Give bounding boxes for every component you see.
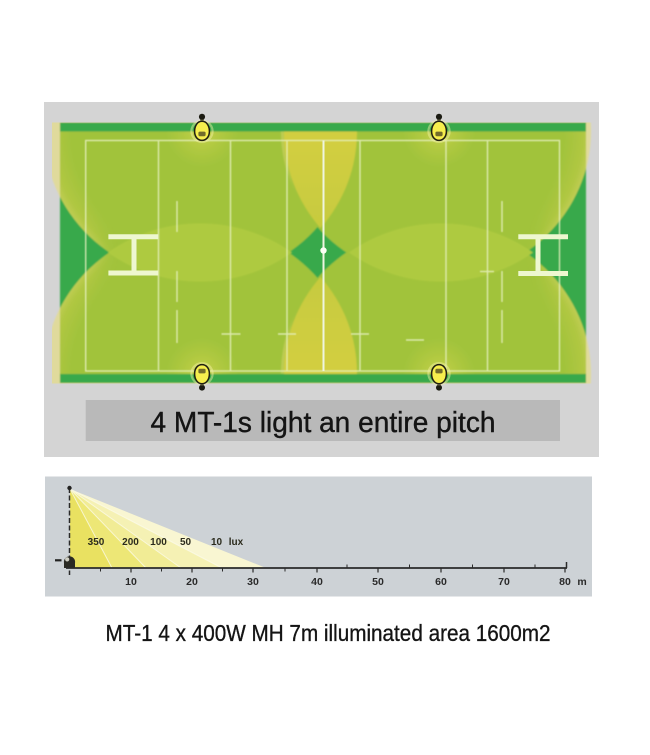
svg-text:100: 100 <box>150 537 167 548</box>
svg-text:MT-1 4 x 400W MH 7m illuminate: MT-1 4 x 400W MH 7m illuminated area 160… <box>106 620 551 646</box>
svg-text:50: 50 <box>180 537 192 548</box>
svg-text:4 MT-1s light an entire pitch: 4 MT-1s light an entire pitch <box>151 407 496 439</box>
svg-text:50: 50 <box>372 576 384 588</box>
svg-text:70: 70 <box>498 576 510 588</box>
svg-text:lux: lux <box>229 537 244 548</box>
svg-text:30: 30 <box>247 576 259 588</box>
svg-text:80: 80 <box>559 576 571 588</box>
svg-text:10: 10 <box>125 576 137 588</box>
svg-text:350: 350 <box>88 537 105 548</box>
svg-text:200: 200 <box>122 537 139 548</box>
svg-text:m: m <box>577 576 586 588</box>
svg-text:40: 40 <box>311 576 323 588</box>
svg-text:60: 60 <box>435 576 447 588</box>
svg-text:20: 20 <box>186 576 198 588</box>
svg-text:10: 10 <box>211 537 223 548</box>
